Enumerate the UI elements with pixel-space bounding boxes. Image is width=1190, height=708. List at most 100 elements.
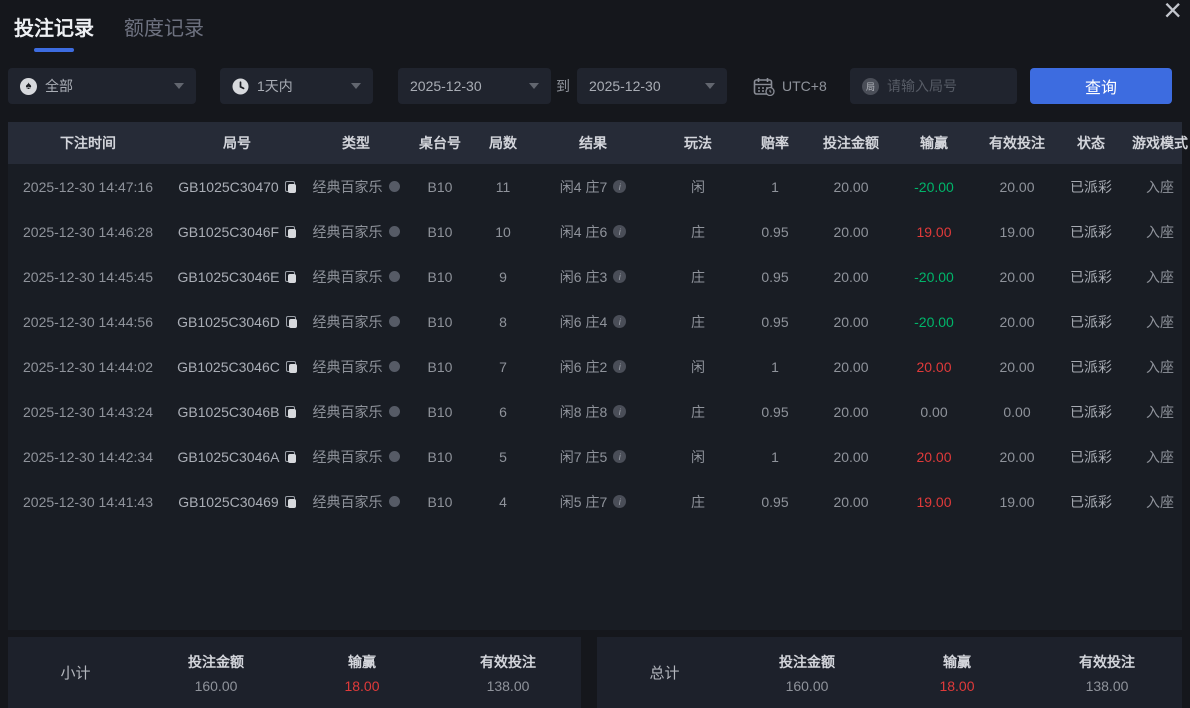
cell-valid-bet: 19.00 [999, 493, 1035, 510]
tab-quota-records[interactable]: 额度记录 [124, 18, 204, 40]
cell-round-id: GB1025C3046A [168, 449, 306, 465]
cell-status: 已派彩 [1070, 448, 1112, 465]
info-icon[interactable]: i [613, 450, 627, 463]
cell-table-no: B10 [427, 313, 453, 330]
time-range-select[interactable]: 1天内 [220, 68, 373, 104]
bet-records-table: 下注时间 局号 类型 桌台号 局数 结果 玩法 赔率 投注金额 输赢 有效投注 状态 游戏模式 2025… [8, 122, 1188, 630]
info-icon[interactable]: i [613, 180, 627, 193]
cell-result: 闲6 庄2 i [532, 357, 654, 377]
cell-play-type: 庄 [691, 493, 705, 510]
info-icon[interactable]: i [613, 225, 627, 238]
table-body: 2025-12-30 14:47:16 GB1025C30470 经典百家乐 B10 1… [8, 164, 1182, 524]
timezone-indicator: UTC+8 [753, 68, 827, 104]
cell-game-type: 经典百家乐 [306, 402, 406, 422]
copy-icon[interactable] [284, 180, 296, 193]
column-header-6: 玩法 [684, 135, 712, 151]
subtotal-label: 小计 [60, 665, 91, 682]
info-icon[interactable]: i [613, 360, 627, 373]
cell-table-no: B10 [427, 403, 453, 420]
column-header-5: 结果 [579, 135, 607, 151]
round-number-input[interactable]: 局 请输入局号 [850, 68, 1017, 104]
date-to-select[interactable]: 2025-12-30 [577, 68, 727, 104]
info-icon[interactable]: i [613, 270, 627, 283]
cell-bet-time: 2025-12-30 14:45:45 [23, 268, 153, 285]
cell-valid-bet: 20.00 [999, 313, 1035, 330]
game-type-dot-icon [388, 496, 400, 507]
cell-bet-time: 2025-12-30 14:43:24 [23, 403, 153, 420]
query-button[interactable]: 查询 [1030, 68, 1172, 104]
cell-game-type: 经典百家乐 [306, 357, 406, 377]
chevron-down-icon [351, 83, 361, 89]
cell-valid-bet: 20.00 [999, 268, 1035, 285]
time-range-value: 1天内 [257, 78, 293, 94]
total-winloss-label: 输赢 [943, 653, 971, 670]
cell-bet-amount: 20.00 [833, 358, 869, 375]
cell-valid-bet: 20.00 [999, 448, 1035, 465]
cell-game-mode: 入座 [1146, 493, 1174, 510]
cell-bet-amount: 20.00 [833, 403, 869, 420]
cell-play-type: 闲 [691, 448, 705, 465]
copy-icon[interactable] [284, 495, 296, 508]
chevron-down-icon [705, 83, 715, 89]
copy-icon[interactable] [285, 360, 297, 373]
cell-result: 闲4 庄6 i [532, 222, 654, 242]
total-winloss-value: 18.00 [939, 677, 975, 694]
cell-game-type: 经典百家乐 [306, 447, 406, 467]
cell-round-id: GB1025C30470 [168, 179, 306, 195]
table-row: 2025-12-30 14:43:24 GB1025C3046B 经典百家乐 B10 6… [8, 389, 1182, 434]
game-type-dot-icon [388, 181, 400, 192]
tab-bet-records[interactable]: 投注记录 [14, 12, 94, 52]
column-header-4: 局数 [489, 135, 517, 151]
cell-game-mode: 入座 [1146, 313, 1174, 330]
game-type-dot-icon [388, 361, 400, 372]
cell-valid-bet: 0.00 [1003, 403, 1031, 420]
cell-odds: 0.95 [761, 403, 789, 420]
copy-icon[interactable] [285, 270, 297, 283]
cell-game-type: 经典百家乐 [306, 312, 406, 332]
cell-valid-bet: 19.00 [999, 223, 1035, 240]
cell-status: 已派彩 [1070, 493, 1112, 510]
cell-round-id: GB1025C30469 [168, 494, 306, 510]
copy-icon[interactable] [285, 450, 297, 463]
info-icon[interactable]: i [613, 405, 627, 418]
chevron-down-icon [529, 83, 539, 89]
cell-status: 已派彩 [1070, 268, 1112, 285]
game-type-dot-icon [388, 271, 400, 282]
cell-round-id: GB1025C3046C [168, 359, 306, 375]
copy-icon[interactable] [285, 225, 297, 238]
cell-round-id: GB1025C3046E [168, 269, 306, 285]
info-icon[interactable]: i [613, 315, 627, 328]
cell-bet-amount: 20.00 [833, 223, 869, 240]
cell-result: 闲6 庄4 i [532, 312, 654, 332]
date-from-select[interactable]: 2025-12-30 [398, 68, 551, 104]
subtotal-valid-value: 138.00 [486, 677, 530, 694]
round-input-placeholder: 请输入局号 [887, 78, 957, 94]
cell-bet-time: 2025-12-30 14:44:02 [23, 358, 153, 375]
cell-game-type: 经典百家乐 [306, 267, 406, 287]
cell-round-id: GB1025C3046F [168, 224, 306, 240]
game-type-select[interactable]: ♠ 全部 [8, 68, 196, 104]
game-type-value: 全部 [45, 78, 73, 94]
total-label: 总计 [649, 665, 680, 682]
calendar-clock-icon [753, 77, 775, 96]
round-icon: 局 [862, 77, 879, 95]
cell-round-count: 5 [499, 448, 507, 465]
copy-icon[interactable] [285, 405, 297, 418]
cell-bet-amount: 20.00 [833, 268, 869, 285]
cell-bet-amount: 20.00 [833, 178, 869, 195]
close-icon[interactable]: × [1163, 0, 1182, 28]
table-row: 2025-12-30 14:44:02 GB1025C3046C 经典百家乐 B10 7… [8, 344, 1182, 389]
cell-table-no: B10 [427, 358, 453, 375]
column-header-1: 局号 [223, 135, 251, 151]
cell-result: 闲6 庄3 i [532, 267, 654, 287]
subtotal-bet-value: 160.00 [194, 677, 238, 694]
copy-icon[interactable] [285, 315, 297, 328]
cell-round-id: GB1025C3046B [168, 404, 306, 420]
cell-bet-amount: 20.00 [833, 493, 869, 510]
date-from-value: 2025-12-30 [410, 78, 482, 94]
cell-play-type: 庄 [691, 313, 705, 330]
table-header-row: 下注时间 局号 类型 桌台号 局数 结果 玩法 赔率 投注金额 输赢 有效投注 状态 游戏模式 [8, 122, 1188, 164]
cell-status: 已派彩 [1070, 403, 1112, 420]
info-icon[interactable]: i [613, 495, 627, 508]
cell-win-loss: -20.00 [914, 178, 954, 195]
